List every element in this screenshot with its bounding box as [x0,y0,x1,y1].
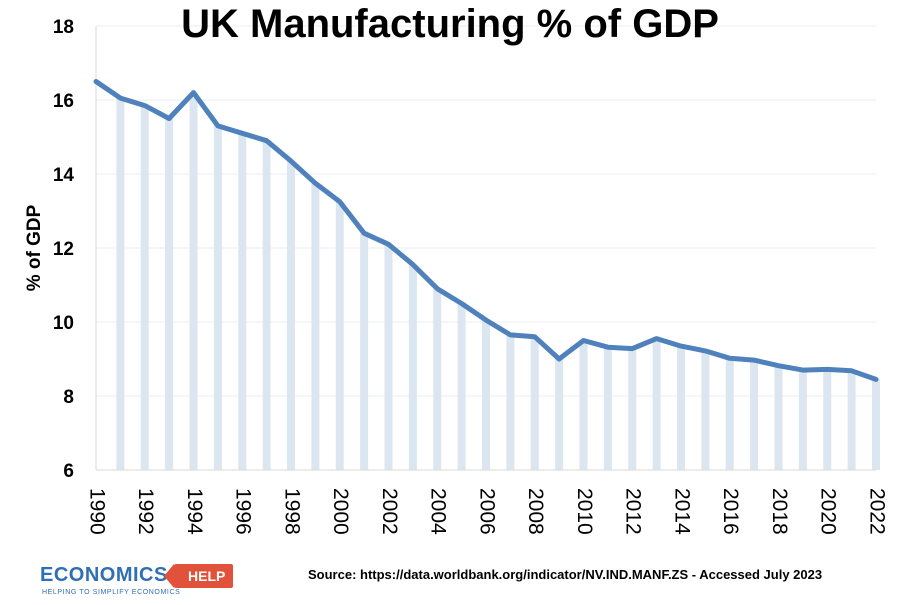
x-tick-label: 2016 [719,488,742,535]
y-tick-label: 6 [63,461,74,482]
drop-bar [238,133,247,471]
x-tick-label: 2006 [475,488,498,535]
logo-badge: HELP [163,564,234,588]
drop-bar [189,92,198,470]
series-line [93,79,879,382]
logo-word: ECONOMICS [40,564,168,586]
drop-bar [823,369,832,470]
y-tick-labels: 6 8 10 12 14 16 18 [53,17,75,482]
drop-bar [457,303,466,470]
drop-bar [384,244,393,470]
x-tick-label: 1990 [85,488,108,535]
drop-bars [116,92,880,471]
x-tick-label: 2018 [768,488,791,535]
drop-bar [287,161,295,471]
x-tick-label: 2000 [329,488,352,535]
drop-bar [555,359,564,470]
x-tick-label: 2022 [865,488,888,535]
drop-bar [213,125,222,471]
y-tick-label: 14 [53,165,75,186]
x-tick-label: 2014 [670,488,693,535]
drop-bar [360,233,369,470]
source-note: Source: https://data.worldbank.org/indic… [308,567,823,582]
drop-bar [847,370,856,470]
x-tick-label: 2010 [573,488,596,535]
y-tick-label: 10 [53,313,74,334]
drop-bar [579,340,588,470]
drop-bar [750,360,759,470]
x-tick-label: 2004 [427,488,450,535]
y-tick-label: 8 [63,387,74,408]
x-tick-label: 1996 [232,488,255,535]
x-tick-label: 2020 [817,488,840,535]
drop-bar [652,338,661,470]
drop-bar [165,118,174,470]
y-axis-title: % of GDP [24,204,45,291]
drop-bar [408,264,417,470]
drop-bar [774,365,783,470]
drop-bar [311,183,320,470]
drop-bar [116,98,125,471]
drop-bar [701,350,710,470]
drop-bar [482,320,490,470]
x-tick-label: 2008 [524,488,547,535]
x-tick-label: 2002 [378,488,401,535]
logo-tagline: HELPING TO SIMPLIFY ECONOMICS [42,589,181,596]
y-tick-label: 12 [53,239,74,260]
y-tick-label: 16 [53,91,74,112]
y-tick-label: 18 [53,17,74,38]
x-tick-label: 2012 [622,488,645,535]
drop-bar [628,348,637,470]
drop-bar [262,140,271,470]
grid-lines [96,25,876,397]
drop-bar [140,105,149,471]
x-tick-label: 1998 [280,488,303,535]
x-tick-label: 1994 [183,488,206,535]
chart-title: UK Manufacturing % of GDP [181,2,719,46]
drop-bar [335,201,344,470]
drop-bar [506,334,515,470]
drop-bar [530,336,539,470]
drop-bar [677,346,685,470]
x-tick-labels: 1990 1992 1994 1996 1998 2000 2002 2004 2006 2008… [85,488,888,535]
drop-bar [798,370,807,470]
x-tick-label: 1992 [134,488,157,535]
drop-bar [603,347,612,470]
economics-help-logo: ECONOMICS HELP HELPING TO SIMPLIFY ECONO… [40,560,234,602]
drop-bar [725,358,734,470]
drop-bar [433,288,442,470]
drop-bar [872,379,880,470]
